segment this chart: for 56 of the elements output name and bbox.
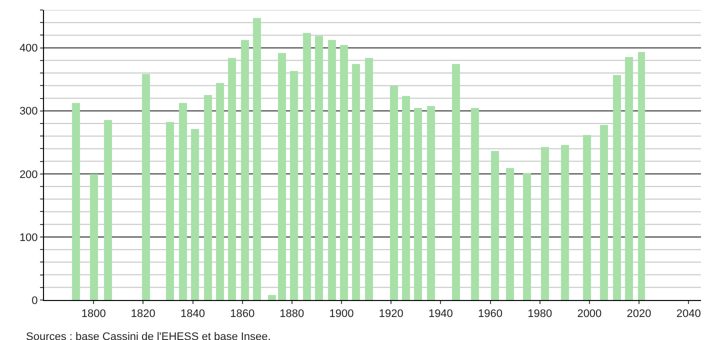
bar (179, 103, 187, 300)
bar (541, 147, 549, 300)
x-tick-label: 1880 (280, 308, 304, 320)
bar (352, 64, 360, 300)
x-tick-label: 1960 (478, 308, 502, 320)
bar (427, 106, 435, 300)
bar (638, 52, 645, 300)
x-tick-label: 2000 (577, 308, 602, 320)
x-tick-label: 1800 (81, 308, 106, 320)
source-note: Sources : base Cassini de l'EHESS et base Insee. (26, 331, 271, 340)
bar (471, 108, 479, 300)
y-tick-label: 0 (32, 294, 38, 307)
x-tick-label: 1980 (528, 308, 552, 320)
bar (290, 71, 298, 300)
bar (561, 145, 569, 300)
bar (390, 86, 398, 300)
bar (241, 40, 249, 300)
x-tick-label: 2040 (676, 308, 701, 320)
bar (90, 174, 98, 300)
bar (625, 57, 633, 300)
bar (583, 135, 591, 300)
bar (506, 168, 514, 300)
bar (523, 173, 531, 300)
bar (414, 108, 422, 300)
bar (600, 125, 608, 300)
bar (315, 36, 323, 300)
bar (228, 58, 236, 300)
bar (166, 122, 174, 300)
x-tick-label: 1920 (378, 308, 404, 320)
x-tick-label: 1900 (329, 308, 354, 320)
y-tick-label: 400 (19, 42, 38, 55)
y-tick-label: 300 (19, 106, 38, 118)
x-tick-label: 1940 (428, 308, 453, 320)
bar (142, 74, 150, 300)
bar (72, 103, 80, 300)
bar (613, 75, 621, 300)
bar (402, 96, 410, 300)
bar (328, 40, 336, 300)
x-tick-label: 1840 (180, 308, 205, 320)
bar (278, 53, 286, 300)
x-tick-label: 1860 (230, 308, 255, 320)
bar (491, 151, 499, 300)
bar (204, 95, 212, 300)
bar (340, 45, 348, 300)
bar (303, 33, 311, 300)
bar (216, 83, 224, 300)
x-tick-label: 2020 (626, 308, 652, 320)
y-tick-label: 200 (19, 168, 38, 181)
x-tick-label: 1820 (130, 308, 156, 320)
bar (452, 64, 460, 300)
bar (253, 18, 261, 300)
bar (365, 58, 373, 300)
y-tick-label: 100 (19, 232, 38, 244)
bar (104, 120, 112, 300)
bar (191, 129, 199, 300)
bar (268, 295, 276, 300)
